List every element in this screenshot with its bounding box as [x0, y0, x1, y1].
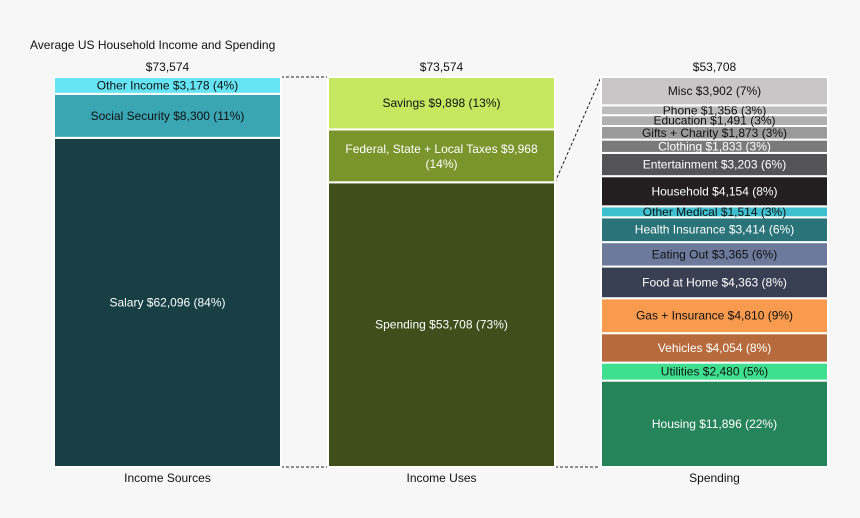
category-label: Spending: [689, 471, 740, 485]
data-label-savings: Savings $9,898 (13%): [382, 96, 500, 110]
bar-segment-vehicles: [600, 332, 829, 364]
column-income-uses: $73,574 Income Uses Spending $53,708 (73%)…: [327, 60, 556, 485]
data-label-misc: Misc $3,902 (7%): [668, 84, 761, 98]
data-label-housing: Housing $11,896 (22%): [652, 417, 777, 431]
data-label-eating-out: Eating Out $3,365 (6%): [652, 247, 777, 261]
connector-lines: [281, 76, 602, 468]
data-label-spending: Spending $53,708 (73%): [375, 318, 508, 332]
bar-segment-household: [600, 175, 829, 208]
data-label-utilities: Utilities $2,480 (5%): [661, 365, 768, 379]
bar-segment-other-income: [53, 76, 282, 95]
bar-segment-gas-insurance: [600, 297, 829, 335]
data-label-household: Household $4,154 (8%): [651, 184, 777, 198]
data-label-clothing: Clothing $1,833 (3%): [658, 139, 771, 153]
data-label-food-at-home: Food at Home $4,363 (8%): [642, 275, 787, 289]
data-label-vehicles: Vehicles $4,054 (8%): [658, 341, 771, 355]
data-label-gifts-charity: Gifts + Charity $1,873 (3%): [642, 126, 787, 140]
data-label-salary: Salary $62,096 (84%): [109, 295, 225, 309]
data-label-education: Education $1,491 (3%): [653, 114, 775, 128]
data-label-federal-state-local-taxes: Federal, State + Local Taxes $9,968 (14%): [345, 142, 538, 171]
bar-segment-misc: [600, 76, 829, 107]
data-label-other-income: Other Income $3,178 (4%): [97, 78, 238, 92]
data-label-other-medical: Other Medical $1,514 (3%): [643, 205, 786, 219]
bar-segment-eating-out: [600, 241, 829, 268]
data-label-phone: Phone $1,356 (3%): [663, 103, 766, 117]
column-spending: $53,708 Spending Housing $11,896 (22%) Util…: [600, 60, 829, 485]
chart-title: Average US Household Income and Spending: [30, 38, 275, 52]
connector-top-spending: [554, 76, 602, 183]
category-label: Income Uses: [406, 471, 476, 485]
column-total-label: $73,574: [420, 60, 464, 74]
data-label-gas-insurance: Gas + Insurance $4,810 (9%): [636, 309, 793, 323]
bar-segment-health-insurance: [600, 216, 829, 244]
bar-segment-food-at-home: [600, 265, 829, 300]
bar-segment-housing: [600, 379, 829, 468]
bar-segment-salary: [53, 136, 282, 469]
category-label: Income Sources: [124, 471, 211, 485]
column-total-label: $73,574: [146, 60, 190, 74]
data-label-health-insurance: Health Insurance $3,414 (6%): [635, 223, 794, 237]
data-label-entertainment: Entertainment $3,203 (6%): [643, 158, 786, 172]
column-income-sources: $73,574 Income Sources Salary $62,096 (84%…: [53, 60, 282, 485]
data-label-social-security: Social Security $8,300 (11%): [91, 109, 245, 123]
column-total-label: $53,708: [693, 60, 737, 74]
bar-segment-savings: [327, 76, 556, 131]
bars: $73,574 Income Sources Salary $62,096 (84%…: [53, 60, 829, 485]
